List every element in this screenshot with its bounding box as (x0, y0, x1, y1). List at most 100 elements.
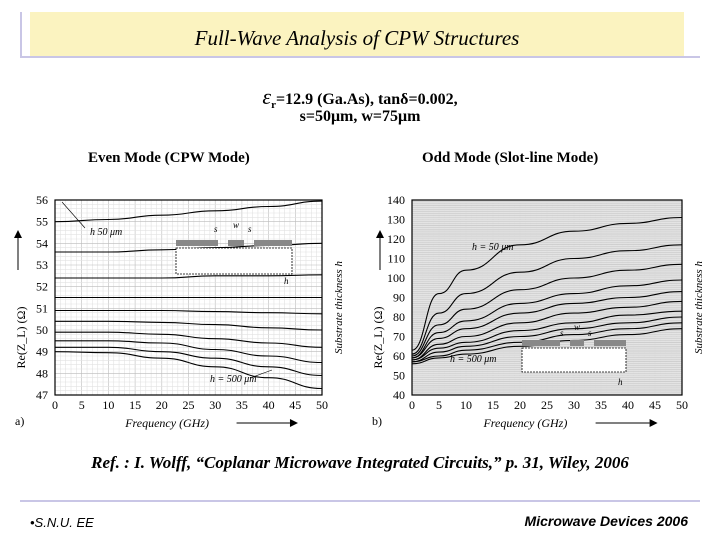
series-line-5 (411, 291, 683, 359)
x-tick-label: 5 (79, 398, 85, 412)
series-line-1 (54, 200, 323, 223)
y-tick-label: 49 (36, 345, 48, 359)
x-tick-label: 15 (129, 398, 141, 412)
inset-substrate (521, 347, 627, 373)
y-tick-label: 110 (387, 252, 405, 266)
x-tick-label: 20 (156, 398, 168, 412)
inset-center-strip (228, 240, 244, 246)
y-axis-title: Re(Z_L) (Ω) (14, 307, 28, 369)
x-tick-label: 50 (316, 398, 328, 412)
series-line-9 (411, 322, 683, 363)
y-axis-arrow-head (14, 230, 22, 238)
right-axis-title: Substrate thickness h (333, 261, 345, 354)
y-tick-label: 52 (36, 280, 48, 294)
x-tick-label: 15 (487, 398, 499, 412)
series-line-5 (55, 309, 323, 315)
x-tick-label: 50 (676, 398, 688, 412)
inset-s-label-1: s (560, 328, 564, 338)
y-tick-label: 40 (393, 388, 405, 402)
series-line-7 (54, 331, 323, 348)
x-tick-label: 40 (263, 398, 275, 412)
series-line-3 (55, 274, 323, 279)
inset-h-label: h (284, 276, 289, 286)
epsilon-symbol: ε (262, 84, 272, 109)
inset-h-label: h (618, 377, 623, 387)
x-axis-arrow-head (649, 419, 658, 427)
parameter-line-2: s=50μm, w=75μm (299, 108, 421, 125)
x-tick-label: 0 (409, 398, 415, 412)
x-axis-title: Frequency (GHz) (482, 416, 567, 430)
annotation-h-500: h = 500 μm (210, 374, 257, 385)
series-line-9 (54, 346, 323, 377)
x-tick-label: 40 (622, 398, 634, 412)
even-mode-title: Even Mode (CPW Mode) (88, 150, 250, 166)
series-line-4 (411, 279, 683, 359)
inset-s-label-2: s (588, 328, 592, 338)
panel-label: b) (372, 414, 382, 428)
odd-mode-chart: 0 5 10 15 20 25 30 35 40 45 50 40 50 60 70 80 90 100 110 12… (371, 193, 705, 430)
x-tick-label: 0 (52, 398, 58, 412)
x-tick-label: 5 (436, 398, 442, 412)
x-tick-label: 30 (209, 398, 221, 412)
inset-ground-right (254, 240, 292, 246)
y-tick-label: 80 (393, 310, 405, 324)
x-axis-title: Frequency (GHz) (124, 416, 209, 430)
series-line-1 (411, 216, 683, 351)
inset-ground-left (176, 240, 218, 246)
y-tick-label: 90 (393, 291, 405, 305)
footer-left: •S.N.U. EE (30, 515, 94, 530)
series-line-10 (411, 328, 683, 365)
slide-title: Full-Wave Analysis of CPW Structures (194, 26, 520, 50)
x-tick-label: 45 (649, 398, 661, 412)
series-line-6 (411, 300, 683, 361)
parameter-text-1: =12.9 (Ga.As), tanδ=0.002, (275, 91, 458, 108)
series-line-8 (55, 340, 323, 364)
series-line-8 (411, 316, 683, 363)
annotation-h-50: h 50 μm (90, 227, 122, 238)
epsilon-subscript: r (271, 99, 276, 112)
annotation-h-50: h = 50 μm (472, 242, 514, 253)
inset-ground-left (522, 340, 560, 346)
series-line-10 (54, 351, 323, 390)
y-tick-label: 70 (393, 330, 405, 344)
inset-center-strip (570, 340, 584, 346)
panel-label: a) (15, 414, 24, 428)
x-tick-label: 25 (541, 398, 553, 412)
y-tick-label: 47 (36, 388, 48, 402)
y-tick-label: 100 (387, 271, 405, 285)
inset-substrate (175, 247, 293, 275)
x-tick-label: 20 (514, 398, 526, 412)
series-line-3 (411, 263, 683, 357)
plot-frame (411, 199, 683, 396)
x-tick-label: 10 (460, 398, 472, 412)
series-line-6 (55, 320, 323, 331)
series-line-7 (411, 310, 683, 361)
y-tick-label: 51 (36, 301, 48, 315)
annotation-leader-1 (61, 201, 86, 229)
inset-s-label-2: s (248, 224, 252, 234)
x-tick-label: 35 (595, 398, 607, 412)
right-axis-title: Substrate thickness h (693, 261, 705, 354)
y-axis-arrow-head (376, 230, 384, 238)
y-tick-label: 56 (36, 193, 48, 207)
title-band: Full-Wave Analysis of CPW Structures (30, 12, 684, 56)
x-tick-label: 30 (568, 398, 580, 412)
annotation-leader-2 (249, 369, 273, 379)
x-tick-label: 10 (102, 398, 114, 412)
inset-s-label-1: s (214, 224, 218, 234)
even-mode-chart: 0 5 10 15 20 25 30 35 40 45 50 47 48 49 50 51 52 53 54 55 56… (14, 193, 345, 430)
y-tick-label: 140 (387, 193, 405, 207)
x-tick-label: 25 (183, 398, 195, 412)
parameter-line-1: εr=12.9 (Ga.As), tanδ=0.002, (0, 84, 720, 111)
y-tick-label: 54 (36, 236, 48, 250)
y-tick-label: 53 (36, 258, 48, 272)
odd-mode-title: Odd Mode (Slot-line Mode) (422, 150, 599, 166)
annotation-h-500: h = 500 μm (450, 354, 497, 365)
title-left-rule (20, 12, 22, 56)
y-tick-label: 60 (393, 349, 405, 363)
y-tick-label: 48 (36, 366, 48, 380)
x-tick-label: 45 (289, 398, 301, 412)
y-tick-label: 130 (387, 213, 405, 227)
x-tick-label: 35 (236, 398, 248, 412)
series-line-2 (411, 244, 683, 355)
